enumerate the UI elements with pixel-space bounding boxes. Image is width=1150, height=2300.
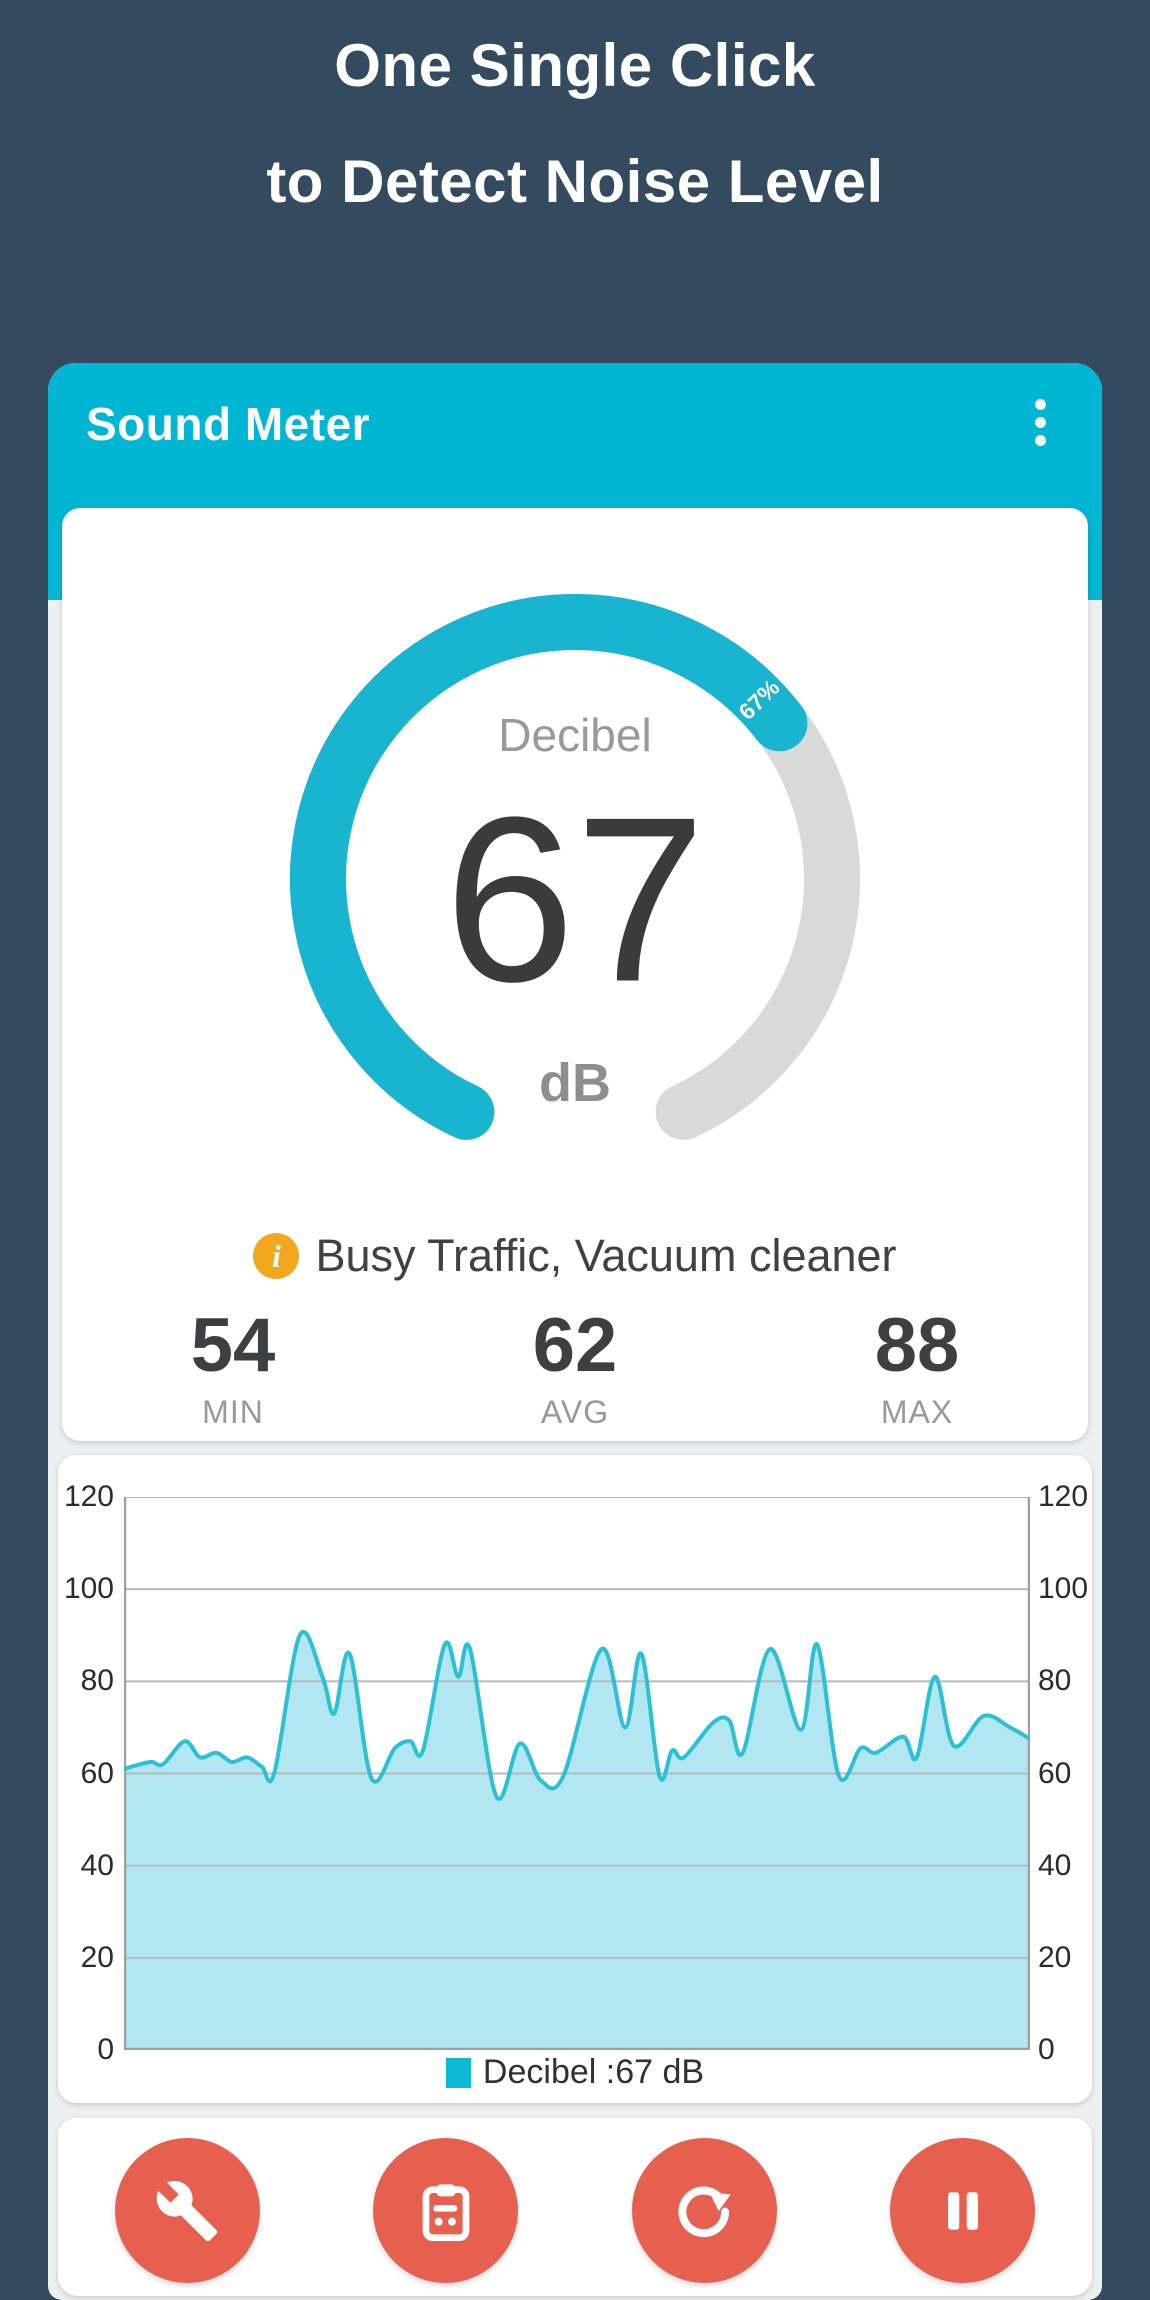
hero-title-line2: to Detect Noise Level <box>266 148 884 215</box>
stat-avg-label: AVG <box>540 1394 610 1430</box>
y-axis-tick-right: 60 <box>1038 1756 1072 1790</box>
history-chart-card: 0 20 40 60 80 100 120 0 20 40 60 80 100 120 Decibel … <box>58 1455 1092 2103</box>
hero-title-line1: One Single Click <box>334 32 816 99</box>
y-axis-right: 0 20 40 60 80 100 120 <box>1038 1455 1092 2103</box>
decibel-gauge: 67% Decibel 67 dB <box>285 594 865 1174</box>
y-axis-tick-right: 120 <box>1038 1480 1089 1513</box>
noise-description: Busy Traffic, Vacuum cleaner <box>315 1230 897 1281</box>
app-title: Sound Meter <box>86 398 371 450</box>
reset-button[interactable] <box>631 2138 777 2283</box>
legend-label: Decibel :67 dB <box>482 2053 705 2091</box>
hero-title: One Single Click to Detect Noise Level <box>0 36 1150 212</box>
y-axis-tick-right: 80 <box>1038 1664 1072 1698</box>
pause-icon <box>947 2191 978 2230</box>
y-axis-tick-left: 80 <box>80 1664 114 1698</box>
y-axis-tick-right: 100 <box>1038 1572 1089 1606</box>
y-axis-tick-left: 20 <box>80 1940 114 1974</box>
y-axis-tick-left: 120 <box>63 1480 114 1513</box>
settings-button[interactable] <box>114 2138 260 2283</box>
gauge-progress-arc <box>290 594 808 1140</box>
y-axis-tick-right: 40 <box>1038 1848 1072 1882</box>
stat-max: 88 MAX <box>746 1308 1088 1431</box>
stat-avg-value: 62 <box>532 1303 618 1388</box>
clipboard-icon <box>422 2183 470 2241</box>
y-axis-left: 0 20 40 60 80 100 120 <box>58 1455 114 2103</box>
wrench-icon <box>156 2180 218 2241</box>
gauge-label: Decibel <box>498 709 652 761</box>
legend-swatch <box>445 2057 471 2088</box>
decibel-line <box>124 1630 1030 1801</box>
stats-row: 54 MIN 62 AVG 88 MAX <box>62 1308 1088 1431</box>
y-axis-tick-left: 60 <box>80 1756 114 1790</box>
gauge-arc: 67% <box>290 594 860 1140</box>
redo-icon <box>678 2186 731 2237</box>
pause-button[interactable] <box>890 2138 1036 2283</box>
phone-screenshot: Sound Meter 67% Decibel 67 dB i Busy Tra… <box>48 363 1102 2300</box>
gauge-card: 67% Decibel 67 dB i Busy Traffic, Vacuum… <box>62 508 1088 1441</box>
stat-min: 54 MIN <box>62 1308 404 1431</box>
controls-card <box>58 2118 1092 2296</box>
gauge-value: 67 <box>444 767 706 1031</box>
y-axis-tick-right: 0 <box>1038 2033 1055 2066</box>
stat-min-value: 54 <box>190 1303 276 1388</box>
chart-legend: Decibel :67 dB <box>58 2053 1092 2092</box>
stat-min-label: MIN <box>202 1394 264 1430</box>
decibel-history-chart <box>124 1497 1030 2050</box>
gauge-unit: dB <box>539 1053 611 1113</box>
stat-max-value: 88 <box>874 1303 960 1388</box>
y-axis-tick-left: 0 <box>97 2033 114 2066</box>
decibel-area-fill <box>124 1631 1030 2050</box>
y-axis-tick-left: 40 <box>80 1848 114 1882</box>
noise-description-row: i Busy Traffic, Vacuum cleaner <box>62 1230 1088 1282</box>
stat-avg: 62 AVG <box>404 1308 746 1431</box>
records-button[interactable] <box>373 2138 519 2283</box>
stat-max-label: MAX <box>880 1394 954 1430</box>
y-axis-tick-left: 100 <box>63 1572 114 1606</box>
kebab-menu-icon[interactable] <box>1018 399 1062 463</box>
info-icon: i <box>253 1233 300 1279</box>
y-axis-tick-right: 20 <box>1038 1940 1072 1974</box>
